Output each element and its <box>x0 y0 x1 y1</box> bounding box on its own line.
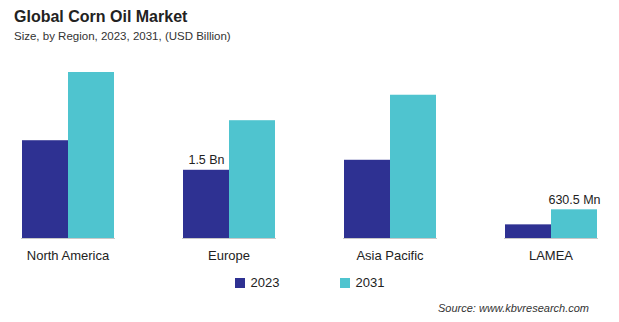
html-text:Source: www.kbvresearch.com: Source: www.kbvresearch.com <box>438 302 589 314</box>
html-text:2031: 2031 <box>355 275 385 290</box>
html-text:Size, by Region, 2023, 2031, (: Size, by Region, 2023, 2031, (USD Billio… <box>14 30 231 42</box>
html-text:Global Corn Oil Market: Global Corn Oil Market <box>14 8 188 25</box>
svg-text:LAMEA: LAMEA <box>529 248 573 263</box>
svg-text:1.5 Bn: 1.5 Bn <box>188 153 224 167</box>
svg-text:Europe: Europe <box>208 248 250 263</box>
svg-text:North America: North America <box>27 248 110 263</box>
html-text:2023: 2023 <box>250 275 280 290</box>
svg-text:Asia Pacific: Asia Pacific <box>356 248 424 263</box>
svg-text:630.5 Mn: 630.5 Mn <box>548 193 600 207</box>
